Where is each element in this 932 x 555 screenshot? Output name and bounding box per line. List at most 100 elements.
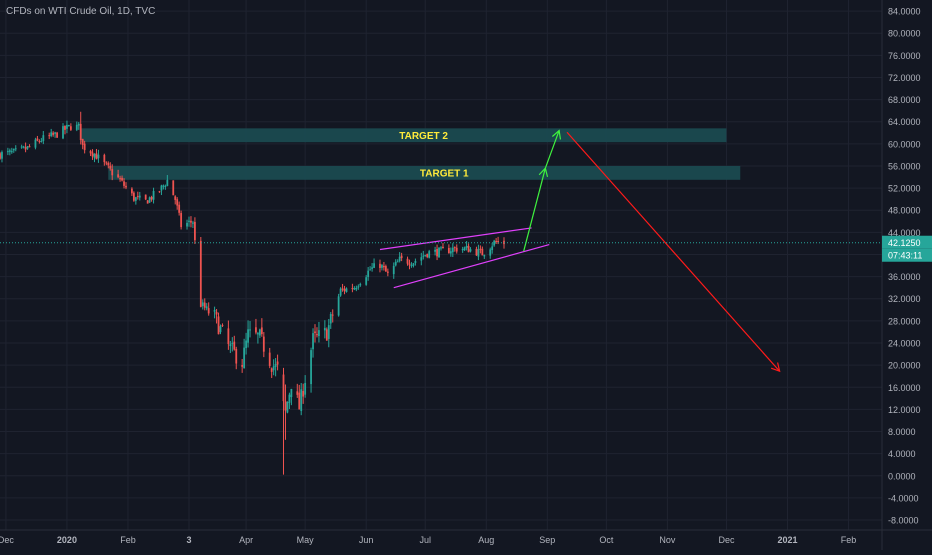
candle — [158, 190, 161, 193]
candle — [355, 285, 358, 292]
candle-body — [386, 271, 389, 273]
candle-body — [28, 146, 31, 148]
x-tick-label: Jul — [419, 535, 431, 545]
candle — [42, 130, 45, 145]
grid — [0, 0, 882, 530]
candle — [66, 120, 68, 134]
candle-body — [1, 152, 3, 159]
candle — [38, 139, 41, 144]
candle-body — [483, 254, 486, 257]
candle — [146, 200, 149, 204]
target-arrow-up[interactable] — [544, 129, 562, 169]
candle — [379, 259, 381, 273]
candle-body — [22, 146, 25, 148]
candle-body — [436, 249, 438, 257]
candle-body — [146, 200, 149, 204]
candle-body — [245, 340, 247, 349]
target-arrow-up[interactable] — [523, 166, 549, 252]
target-zones[interactable]: TARGET 2 TARGET 1 — [80, 128, 741, 180]
candle — [428, 249, 431, 259]
target-zone[interactable] — [108, 165, 741, 180]
candle — [420, 252, 423, 266]
y-tick-label: 32.0000 — [888, 294, 921, 304]
candle — [83, 140, 86, 154]
target-zone[interactable] — [80, 128, 727, 143]
candle-body — [34, 139, 37, 148]
candle — [369, 266, 372, 271]
candle-body — [36, 138, 39, 141]
candle — [75, 121, 78, 132]
candle — [215, 308, 218, 324]
target-zone-label: TARGET 2 — [399, 131, 448, 142]
x-tick-label: Sep — [539, 535, 555, 545]
candle — [329, 311, 332, 329]
y-tick-label: 72.0000 — [888, 73, 921, 83]
candle — [314, 324, 316, 343]
candle-body — [20, 146, 23, 148]
candle — [276, 354, 279, 371]
candle-body — [105, 162, 108, 164]
target-arrow-up-line — [544, 130, 560, 169]
x-tick-label: 3 — [186, 535, 191, 545]
candle — [286, 401, 289, 414]
candle-body — [318, 330, 320, 337]
candle-body — [75, 124, 78, 130]
candle-body — [312, 333, 314, 350]
candle-body — [323, 327, 326, 331]
candle — [166, 175, 169, 187]
candle — [392, 262, 395, 279]
candle — [243, 338, 246, 369]
candle — [138, 191, 141, 201]
candle-body — [310, 350, 312, 385]
candle — [455, 244, 458, 254]
channel-line-line — [379, 227, 532, 251]
candle — [111, 164, 114, 181]
candle — [14, 145, 17, 152]
x-tick-label: Dec — [718, 535, 735, 545]
candle-body — [152, 190, 155, 200]
candle-body — [138, 195, 141, 198]
candle — [28, 144, 31, 148]
candle — [109, 162, 112, 171]
candle-body — [304, 383, 307, 395]
candle — [345, 287, 348, 293]
candle — [325, 327, 328, 341]
candle — [0, 151, 1, 160]
y-tick-label: 56.0000 — [888, 161, 921, 171]
candle-body — [453, 247, 456, 249]
candle — [233, 335, 236, 351]
candle — [381, 263, 383, 271]
chart-title: CFDs on WTI Crude Oil, 1D, TVC — [6, 6, 156, 17]
candle — [91, 149, 94, 160]
candle-body — [180, 213, 183, 228]
candle — [241, 358, 244, 373]
candle-body — [392, 265, 395, 275]
y-tick-label: 12.0000 — [888, 405, 921, 415]
candle-body — [117, 174, 120, 178]
candle-body — [331, 314, 334, 316]
candle — [20, 144, 23, 149]
candle-body — [148, 197, 151, 203]
candle-body — [194, 221, 196, 241]
candle-body — [201, 302, 204, 307]
channel-line[interactable] — [393, 243, 550, 289]
candle — [384, 264, 387, 272]
candle-body — [219, 326, 222, 333]
candle — [132, 191, 135, 202]
forecast-arrow-down[interactable] — [566, 131, 781, 373]
candle — [412, 262, 415, 268]
candle — [12, 148, 15, 153]
channel-line[interactable] — [379, 227, 532, 251]
candle-body — [91, 152, 94, 157]
candle-body — [371, 267, 373, 269]
candle — [255, 318, 257, 335]
candle-body — [10, 151, 13, 153]
candle-body — [103, 154, 106, 163]
arrow-head — [551, 129, 562, 140]
drawings[interactable] — [379, 129, 781, 373]
candle-body — [339, 288, 342, 296]
candle — [394, 259, 397, 267]
candle-body — [260, 327, 263, 335]
